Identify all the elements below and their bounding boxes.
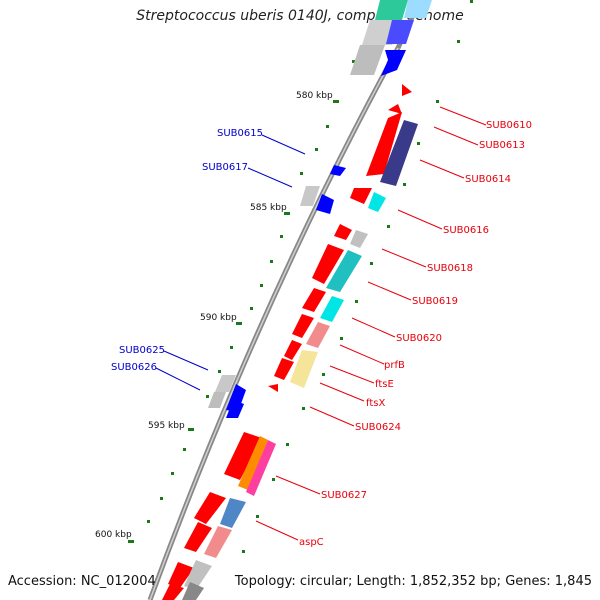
genome-backbone-highlight — [149, 47, 399, 600]
gene-label-SUB0618[interactable]: SUB0618 — [427, 263, 473, 274]
gene-label-SUB0627[interactable]: SUB0627 — [321, 490, 367, 501]
inner-tick-marks — [128, 60, 355, 543]
length-label: Length: 1,852,352 bp; — [356, 574, 502, 589]
scale-label-590: 590 kbp — [200, 313, 237, 323]
gene-label-SUB0625[interactable]: SUB0625 — [119, 345, 165, 356]
reverse-gene-labels: SUB0615 SUB0617 SUB0625 SUB0626 — [111, 128, 306, 391]
scale-label-585: 585 kbp — [250, 203, 287, 213]
gene-label-SUB0624[interactable]: SUB0624 — [355, 422, 401, 433]
gene-label-ftsX[interactable]: ftsX — [366, 398, 385, 409]
gene-label-SUB0619[interactable]: SUB0619 — [412, 296, 458, 307]
scale-label-600: 600 kbp — [95, 530, 132, 540]
reverse-strand-features — [208, 0, 432, 418]
gene-label-SUB0617[interactable]: SUB0617 — [202, 162, 248, 173]
accession-label: Accession: NC_012004 — [8, 574, 156, 589]
gene-label-SUB0610[interactable]: SUB0610 — [486, 120, 532, 131]
gene-label-SUB0615[interactable]: SUB0615 — [217, 128, 263, 139]
gene-label-SUB0620[interactable]: SUB0620 — [396, 333, 442, 344]
outer-tick-marks — [242, 0, 473, 553]
gene-label-prfB[interactable]: prfB — [384, 360, 405, 371]
gene-label-aspC[interactable]: aspC — [299, 537, 324, 548]
genes-count-label: Genes: 1,845 — [505, 574, 592, 589]
forward-strand-features — [162, 84, 418, 600]
gene-label-SUB0614[interactable]: SUB0614 — [465, 174, 511, 185]
gene-label-SUB0613[interactable]: SUB0613 — [479, 140, 525, 151]
gene-label-SUB0626[interactable]: SUB0626 — [111, 362, 157, 373]
topology-label: Topology: circular; — [234, 574, 353, 589]
scale-label-595: 595 kbp — [148, 421, 185, 431]
scale-label-580: 580 kbp — [296, 91, 333, 101]
gene-label-SUB0616[interactable]: SUB0616 — [443, 225, 489, 236]
gene-label-ftsE[interactable]: ftsE — [375, 379, 394, 390]
genome-backbone — [147, 46, 401, 600]
forward-gene-labels: SUB0610 SUB0613 SUB0614 SUB0616 SUB0618 … — [255, 106, 532, 548]
genome-summary: Topology: circular; Length: 1,852,352 bp… — [235, 574, 592, 589]
